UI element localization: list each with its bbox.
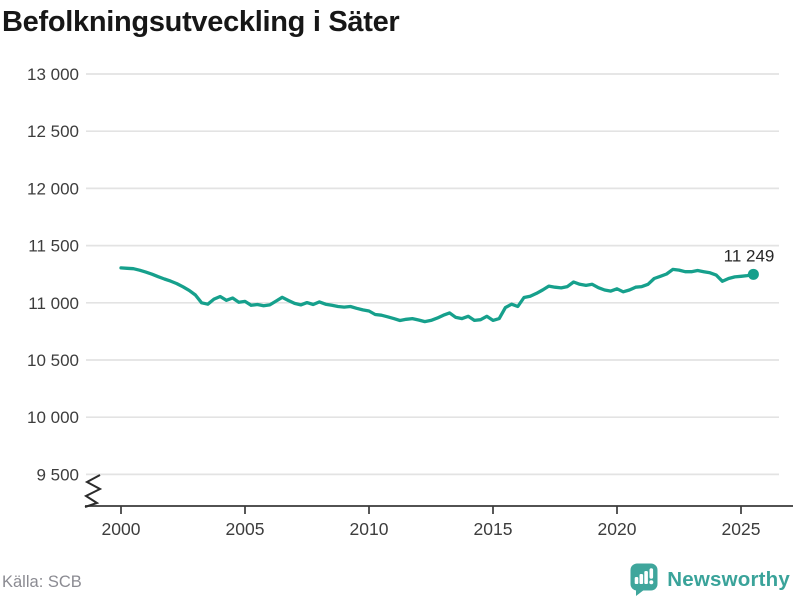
population-series-line [119,266,756,324]
y-tick-label: 11 000 [28,294,79,313]
x-tick-label: 2015 [474,519,513,539]
y-tick-label: 13 000 [27,65,79,84]
y-tick-label: 12 000 [27,179,79,198]
source-note: Källa: SCB [2,573,82,591]
y-tick-label: 10 500 [27,351,79,370]
y-tick-label: 9 500 [36,465,79,484]
newsworthy-bubble-chart-icon [630,563,658,596]
chart-title: Befolkningsutveckling i Säter [2,6,400,38]
x-tick-label: 2000 [102,519,141,539]
x-tick-label: 2005 [226,519,265,539]
x-tick-label: 2025 [722,519,761,539]
end-point-marker [747,268,759,280]
y-tick-label: 10 000 [27,408,79,427]
x-tick-label: 2010 [350,519,389,539]
newsworthy-wordmark: Newsworthy [667,568,790,591]
end-value-label: 11 249 [724,246,775,265]
x-tick-label: 2020 [598,519,637,539]
y-tick-label: 11 500 [28,237,79,256]
population-line-chart: 13 000 12 500 12 000 11 500 11 000 10 500 10 0… [27,65,793,539]
y-tick-label: 12 500 [27,122,79,141]
newsworthy-logo[interactable]: Newsworthy [630,563,790,597]
axis-break-icon [83,474,103,508]
